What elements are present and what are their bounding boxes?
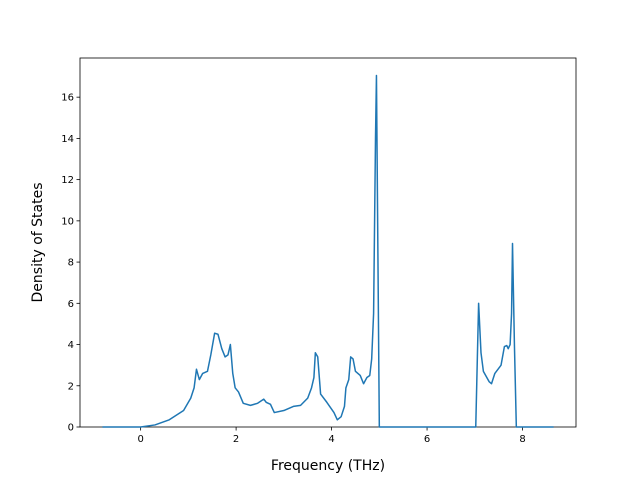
line-series bbox=[102, 74, 554, 428]
x-tick-label: 0 bbox=[137, 434, 143, 445]
x-tick-label: 8 bbox=[519, 434, 525, 445]
x-tick-label: 2 bbox=[233, 434, 239, 445]
y-tick-label: 14 bbox=[61, 134, 74, 145]
x-tick-label: 4 bbox=[328, 434, 334, 445]
y-tick-label: 16 bbox=[61, 93, 74, 104]
x-tick-label: 6 bbox=[424, 434, 430, 445]
y-tick-label: 0 bbox=[68, 423, 74, 434]
y-tick-label: 6 bbox=[68, 299, 74, 310]
y-tick-label: 8 bbox=[68, 258, 74, 269]
x-axis-label: Frequency (THz) bbox=[271, 458, 385, 474]
y-tick-label: 10 bbox=[61, 216, 74, 227]
y-tick-label: 2 bbox=[68, 381, 74, 392]
plot-frame bbox=[79, 57, 577, 428]
y-tick-label: 12 bbox=[61, 175, 74, 186]
y-axis-label: Density of States bbox=[30, 183, 46, 303]
y-tick-label: 4 bbox=[68, 340, 74, 351]
